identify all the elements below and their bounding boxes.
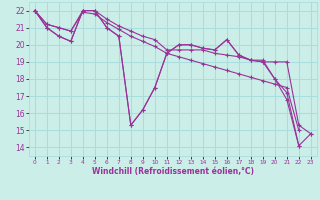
- X-axis label: Windchill (Refroidissement éolien,°C): Windchill (Refroidissement éolien,°C): [92, 167, 254, 176]
